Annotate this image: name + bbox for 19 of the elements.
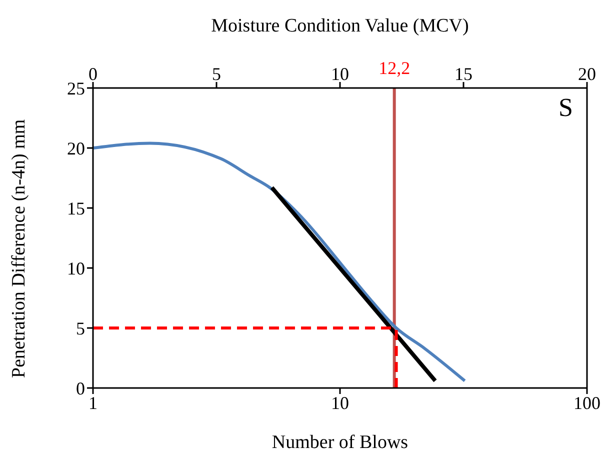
x2-tick-label: 0 [88,64,98,84]
annotation: S [558,93,573,123]
x-tick-label: 100 [574,392,600,413]
y-tick-label: 0 [76,378,85,398]
x2-tick-label: 10 [331,64,349,84]
y-tick-label: 25 [67,78,85,98]
x2-tick-label: 15 [454,64,472,84]
x-tick-label: 10 [331,392,349,413]
x-tick-label: 1 [88,392,98,413]
y-tick-label: 5 [76,318,85,338]
ref-line-label: 12,2 [378,58,410,78]
x-axis-title: Number of Blows [272,432,408,453]
y-tick-label: 15 [67,198,85,218]
y-axis-title: Penetration Difference (n-4n) mm [8,119,30,378]
y-tick-label: 20 [67,138,85,158]
x2-tick-label: 5 [212,64,221,84]
y-tick-label: 10 [67,258,85,278]
x2-axis-title: Moisture Condition Value (MCV) [211,15,469,36]
x2-tick-label: 20 [578,64,596,84]
